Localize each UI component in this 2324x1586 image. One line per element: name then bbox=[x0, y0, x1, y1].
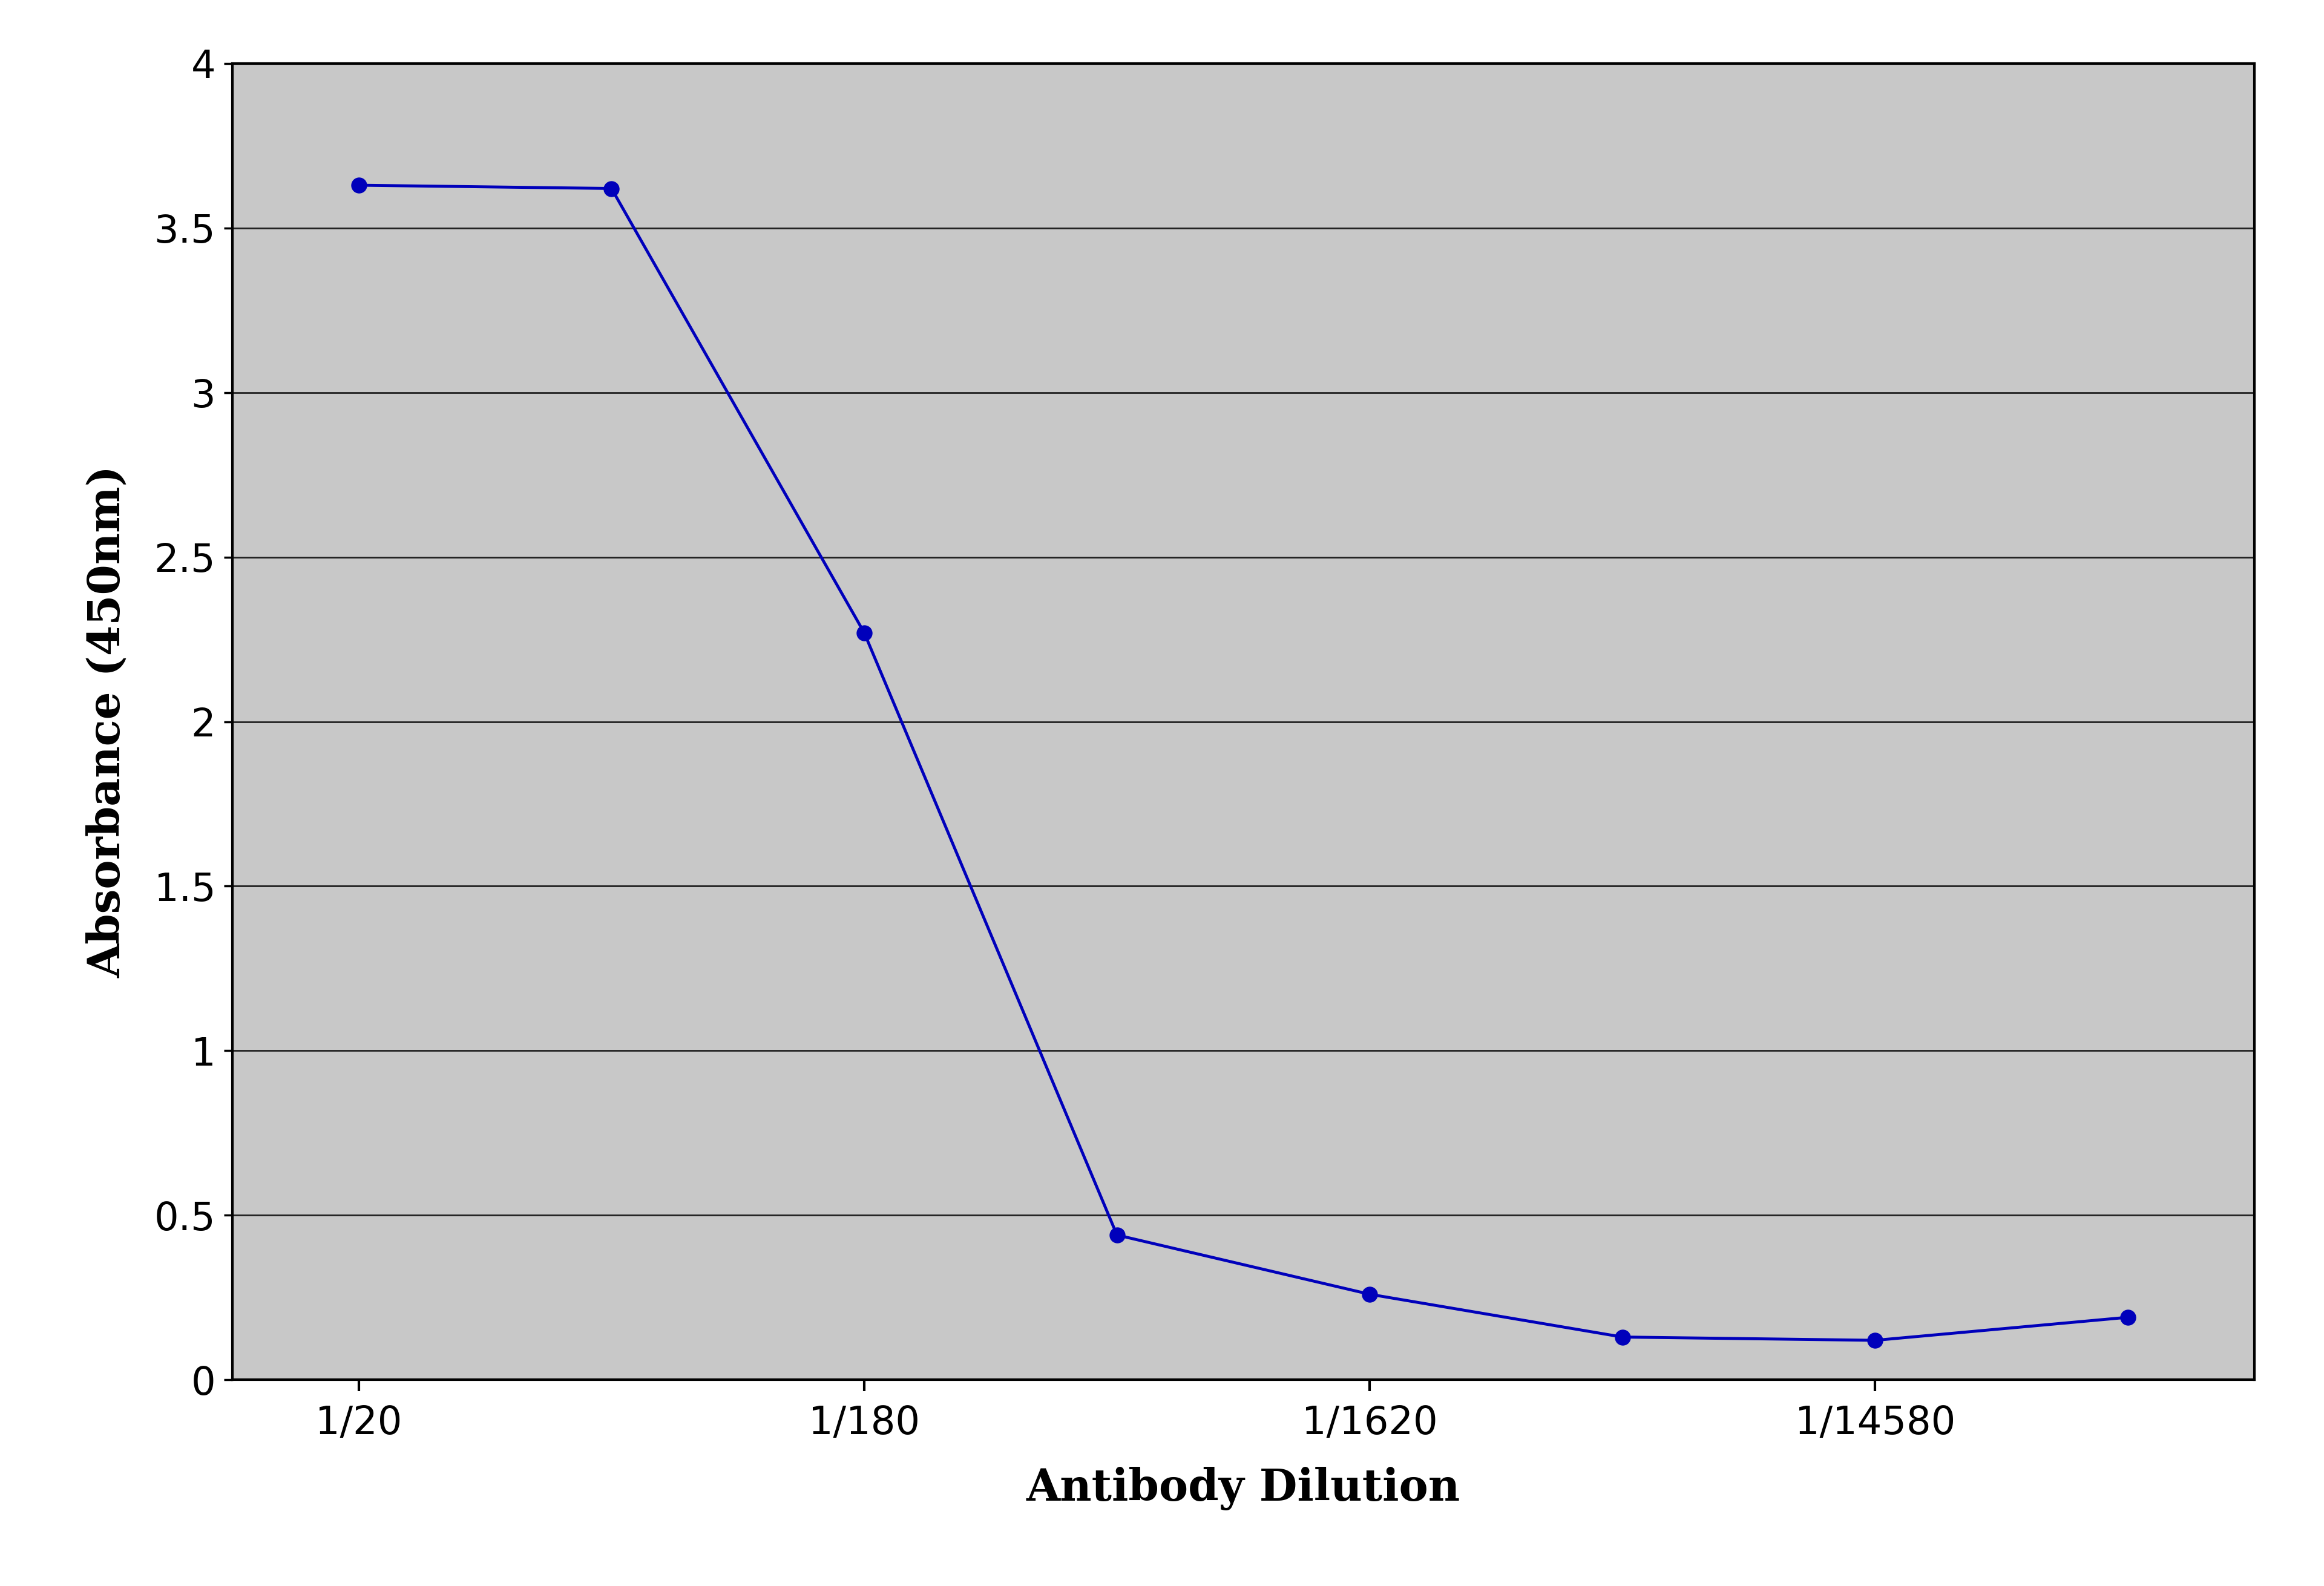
X-axis label: Antibody Dilution: Antibody Dilution bbox=[1027, 1467, 1459, 1510]
Y-axis label: Absorbance (450nm): Absorbance (450nm) bbox=[86, 465, 128, 979]
